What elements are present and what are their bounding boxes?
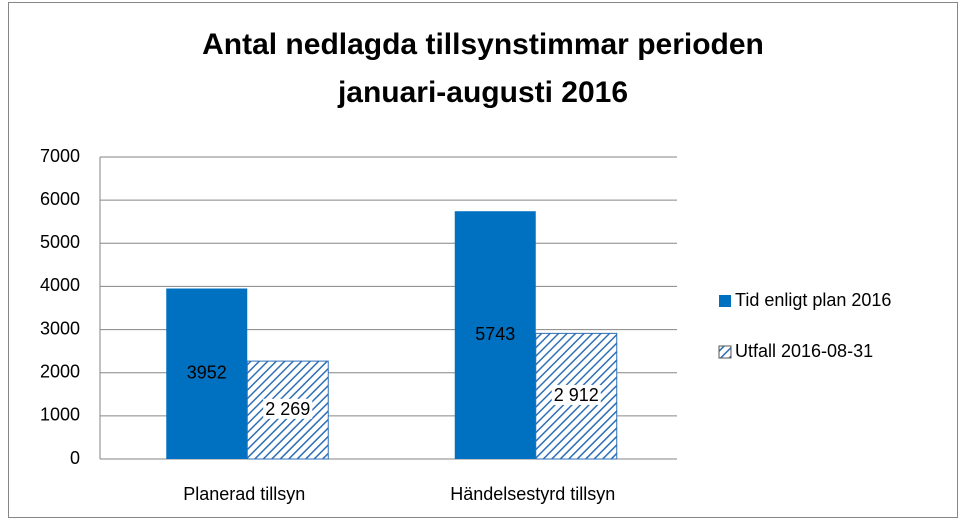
legend-swatch [718, 345, 732, 359]
data-label-bg [263, 398, 313, 419]
bar [454, 211, 536, 459]
data-label: 3952 [187, 362, 227, 382]
y-tick-label: 0 [70, 448, 80, 468]
legend-label: Utfall 2016-08-31 [735, 341, 873, 361]
y-tick-label: 2000 [40, 361, 80, 381]
y-tick-label: 5000 [40, 232, 80, 252]
data-label: 2 269 [265, 399, 310, 419]
bar [166, 288, 248, 459]
x-tick-label: Händelsestyrd tillsyn [450, 484, 615, 504]
chart-title: Antal nedlagda tillsynstimmar perioden [202, 28, 764, 61]
y-tick-label: 6000 [40, 189, 80, 209]
legend-label: Tid enligt plan 2016 [735, 290, 891, 310]
y-tick-label: 4000 [40, 275, 80, 295]
y-tick-label: 1000 [40, 405, 80, 425]
data-label-bg [551, 384, 601, 405]
legend-swatch [719, 295, 731, 307]
chart-title: januari-augusti 2016 [337, 76, 628, 109]
x-tick-label: Planerad tillsyn [183, 484, 305, 504]
y-tick-label: 3000 [40, 318, 80, 338]
data-label: 2 912 [554, 385, 599, 405]
y-tick-label: 7000 [40, 146, 80, 166]
data-label: 5743 [475, 324, 515, 344]
